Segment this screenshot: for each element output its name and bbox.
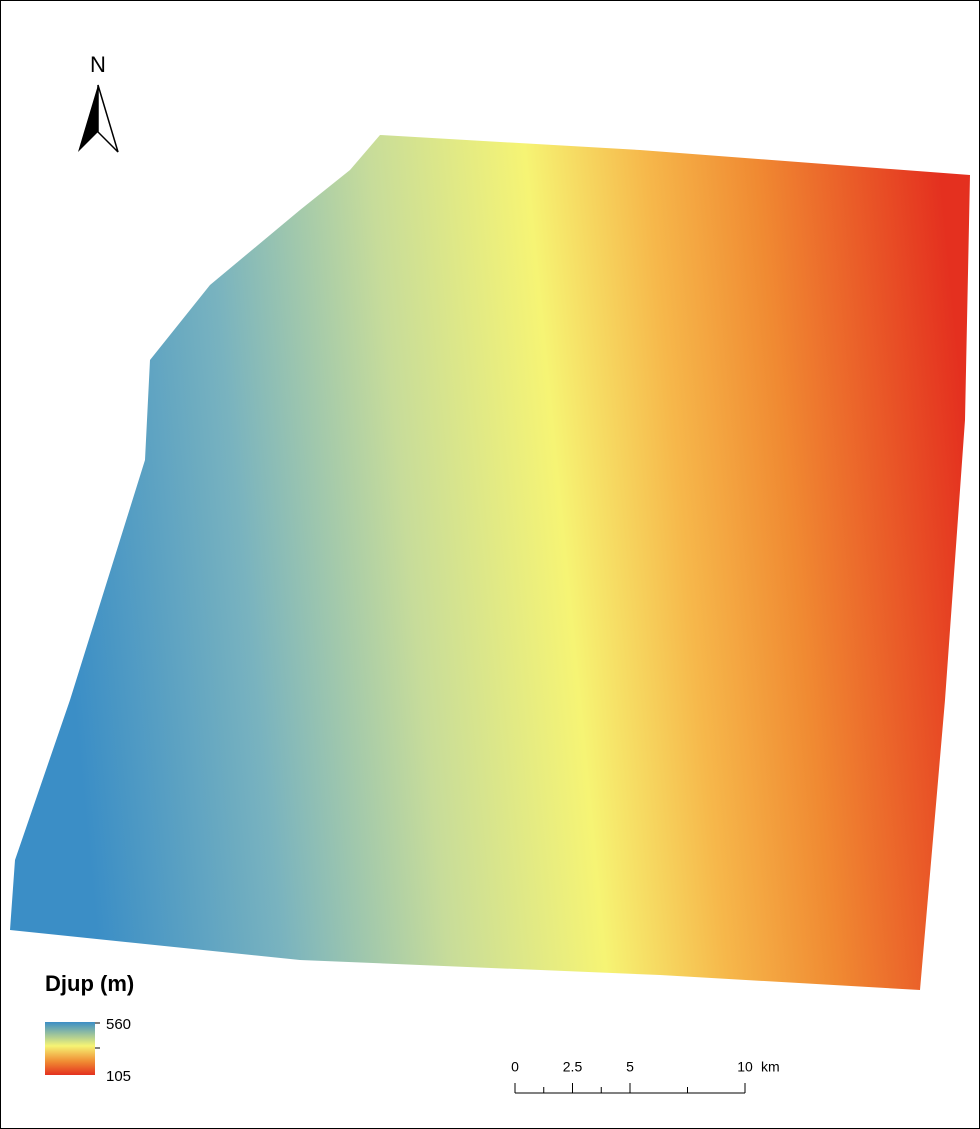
legend-low: 105 [106,1068,131,1085]
scale-label: 10 [737,1059,753,1075]
scale-unit: km [761,1059,780,1075]
north-arrow-left [78,85,98,152]
north-label: N [90,52,106,77]
scale-bar: 0 2.5 5 10 km [511,1059,780,1094]
scale-label: 5 [626,1059,634,1075]
legend-title: Djup (m) [45,971,134,996]
scale-label: 2.5 [563,1059,583,1075]
terrain [10,135,970,990]
legend-high: 560 [106,1016,131,1033]
scale-label: 0 [511,1059,519,1075]
north-arrow-right [97,84,119,153]
legend-ramp [45,1022,95,1075]
